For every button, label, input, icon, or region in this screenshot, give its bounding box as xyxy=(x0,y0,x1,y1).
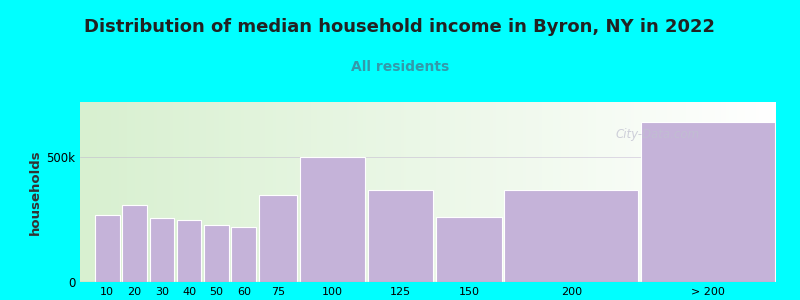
Bar xyxy=(95,214,119,282)
Bar xyxy=(122,205,147,282)
Text: City-Data.com: City-Data.com xyxy=(616,128,700,141)
Bar xyxy=(641,122,774,282)
Bar xyxy=(505,190,638,282)
Text: All residents: All residents xyxy=(351,60,449,74)
Bar xyxy=(204,224,229,282)
Bar xyxy=(258,194,297,282)
Y-axis label: households: households xyxy=(29,149,42,235)
Bar xyxy=(300,157,366,282)
Bar xyxy=(231,227,256,282)
Bar xyxy=(150,218,174,282)
Text: Distribution of median household income in Byron, NY in 2022: Distribution of median household income … xyxy=(85,18,715,36)
Bar xyxy=(368,190,434,282)
Bar xyxy=(177,220,202,282)
Bar xyxy=(436,217,502,282)
